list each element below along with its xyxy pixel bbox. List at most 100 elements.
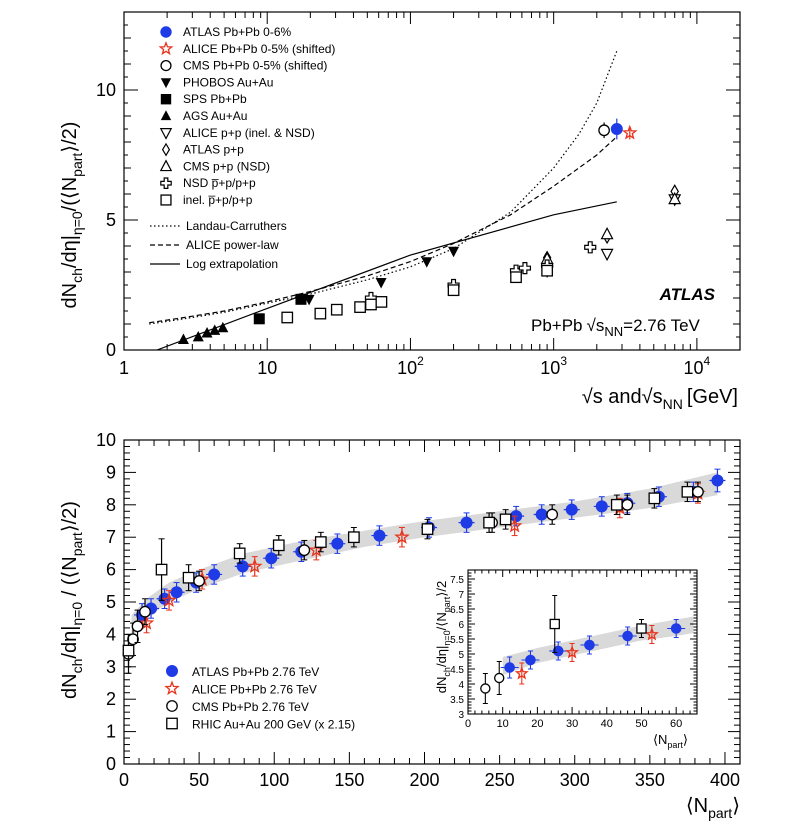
top-x-tick-base: 1 <box>119 358 129 378</box>
bottom-legend: ATLAS Pb+Pb 2.76 TeV ALICE Pb+Pb 2.76 TeV… <box>164 665 355 732</box>
inset-y-tick-label: 6.5 <box>450 605 464 616</box>
bot-ylabel-mid: /dη| <box>59 626 81 659</box>
bottom-data-point <box>499 513 512 526</box>
inset-data-point <box>552 645 564 657</box>
ins-ylabel-end: ⟩/2 <box>434 581 449 597</box>
top-legend-marker <box>160 78 172 89</box>
top-data-point <box>621 124 638 140</box>
top-series-10 <box>281 264 553 324</box>
top-series-5 <box>177 321 229 344</box>
inset-y-tick-label: 6 <box>458 620 464 631</box>
top-energy-label: Pb+Pb √sNN=2.76 TeV <box>531 316 701 339</box>
inset-series-0 <box>500 619 686 679</box>
top-y-tick-label: 5 <box>106 210 116 230</box>
bottom-data-point <box>131 620 144 633</box>
bottom-legend-marker <box>166 700 178 712</box>
bottom-x-tick-label: 300 <box>560 770 590 790</box>
top-data-point <box>217 321 229 333</box>
bottom-data-point <box>394 529 410 544</box>
bottom-data-point <box>610 498 623 511</box>
bottom-data-point <box>565 503 578 516</box>
bottom-data-point <box>155 563 168 576</box>
bottom-data-point <box>272 539 285 552</box>
bottom-x-tick-label: 150 <box>334 770 364 790</box>
bottom-data-point <box>139 605 151 618</box>
energy-label-pre: Pb+Pb <box>531 316 583 335</box>
top-legend-label: CMS Pb+Pb 0-5% (shifted) <box>183 59 327 73</box>
ins-xlabel-sub: part <box>667 740 683 750</box>
ins-xlabel-post: ⟩ <box>683 732 688 747</box>
bottom-legend-marker <box>164 680 180 696</box>
top-xlabel-pre: s and <box>593 386 642 408</box>
top-data-point <box>177 333 189 344</box>
bottom-y-tick-label: 2 <box>106 689 116 709</box>
top-x-tick-base: 10 <box>684 358 704 378</box>
bottom-x-tick-label: 0 <box>119 770 129 790</box>
top-series-0 <box>610 118 623 140</box>
bottom-y-tick-label: 4 <box>106 624 116 644</box>
bottom-y-tick-label: 7 <box>106 527 116 547</box>
bottom-legend-marker <box>166 665 178 677</box>
inset-series-3 <box>549 595 647 653</box>
top-data-point <box>375 278 387 289</box>
bot-ylabel-main: dN <box>59 673 81 699</box>
top-legend-label: ATLAS Pb+Pb 0-6% <box>183 25 292 39</box>
bottom-plot-area: 0 50 100 150 200 250 300 350 400012345678910ATLA… <box>96 430 741 790</box>
top-data-point <box>598 124 610 137</box>
log-extrapolation-line <box>156 201 617 350</box>
top-legend-label: NSD p̅+p/p+p <box>183 176 256 190</box>
bottom-data-point <box>122 644 135 657</box>
inset-y-tick-label: 7 <box>458 590 464 601</box>
bottom-data-point <box>681 485 694 498</box>
top-data-point <box>192 330 204 342</box>
bot-ylabel-end: ⟩/2) <box>59 501 81 532</box>
bottom-data-point <box>127 633 139 646</box>
bottom-y-tick-label: 5 <box>106 592 116 612</box>
top-atlas-label: ATLAS <box>659 285 716 304</box>
top-xlabel-post: [GeV] <box>687 386 738 408</box>
top-ylabel-sub3: part <box>69 153 85 177</box>
top-data-point <box>518 262 532 275</box>
bottom-chart: 0 50 100 150 200 250 300 350 400012345678910ATLA… <box>59 430 741 821</box>
top-ylabel-main: dN <box>59 283 81 309</box>
top-legend-marker <box>159 128 173 140</box>
top-legend-marker <box>159 159 173 172</box>
top-data-point <box>448 246 460 258</box>
top-ylabel-sub2: η=0 <box>69 211 85 235</box>
inset-x-axis-label: ⟨Npart⟩ <box>653 732 688 750</box>
bottom-data-point <box>314 536 327 548</box>
inset-data-point <box>514 666 529 680</box>
inset-x-tick-label: 10 <box>497 718 509 730</box>
top-data-point <box>668 191 682 205</box>
top-legend-marker <box>160 110 172 121</box>
bottom-data-point <box>170 586 183 599</box>
ins-xlabel-pre: ⟨N <box>653 732 667 747</box>
inset-y-tick-label: 5.5 <box>450 635 464 646</box>
bottom-y-tick-label: 0 <box>106 754 116 774</box>
top-x-tick-label: 104 <box>684 354 711 378</box>
top-legend-label: inel. p̅+p/p+p <box>183 193 253 207</box>
bottom-x-tick-label: 350 <box>635 770 665 790</box>
top-data-point <box>354 301 366 313</box>
top-data-point <box>510 271 522 284</box>
bottom-data-point <box>331 537 344 550</box>
top-data-point <box>600 226 614 240</box>
top-data-point <box>541 264 553 277</box>
top-y-tick-label: 10 <box>96 80 116 100</box>
inset-y-tick-label: 4 <box>458 680 464 691</box>
inset-data-point <box>504 662 515 673</box>
bottom-x-axis-label: ⟨Npart⟩ <box>686 795 740 821</box>
energy-label-post: =2.76 TeV <box>623 316 700 335</box>
bottom-y-tick-label: 6 <box>106 560 116 580</box>
ins-ylabel-sub1: ch <box>442 667 452 677</box>
top-x-tick-label: 102 <box>397 354 424 378</box>
bottom-x-tick-label: 200 <box>409 770 439 790</box>
inset-data-point <box>670 623 682 634</box>
bottom-y-tick-label: 10 <box>96 430 116 450</box>
bot-ylabel-sub1: ch <box>69 659 85 674</box>
top-legend: ATLAS Pb+Pb 0-6% ALICE Pb+Pb 0-5% (shifte… <box>150 25 335 271</box>
bottom-data-point <box>138 614 155 630</box>
bottom-series-3 <box>122 481 694 668</box>
energy-label-s: s <box>596 316 605 335</box>
